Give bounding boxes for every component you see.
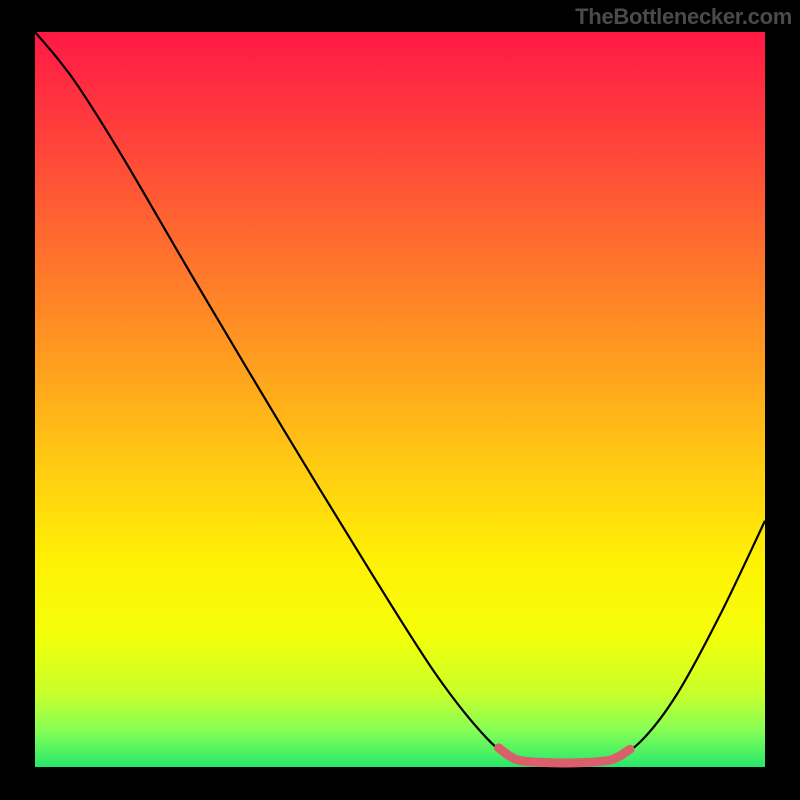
attribution-text: TheBottlenecker.com bbox=[575, 4, 792, 30]
plot-background bbox=[35, 32, 765, 767]
plot-wrap bbox=[0, 0, 800, 800]
root-container: TheBottlenecker.com bbox=[0, 0, 800, 800]
bottleneck-chart bbox=[0, 0, 800, 800]
